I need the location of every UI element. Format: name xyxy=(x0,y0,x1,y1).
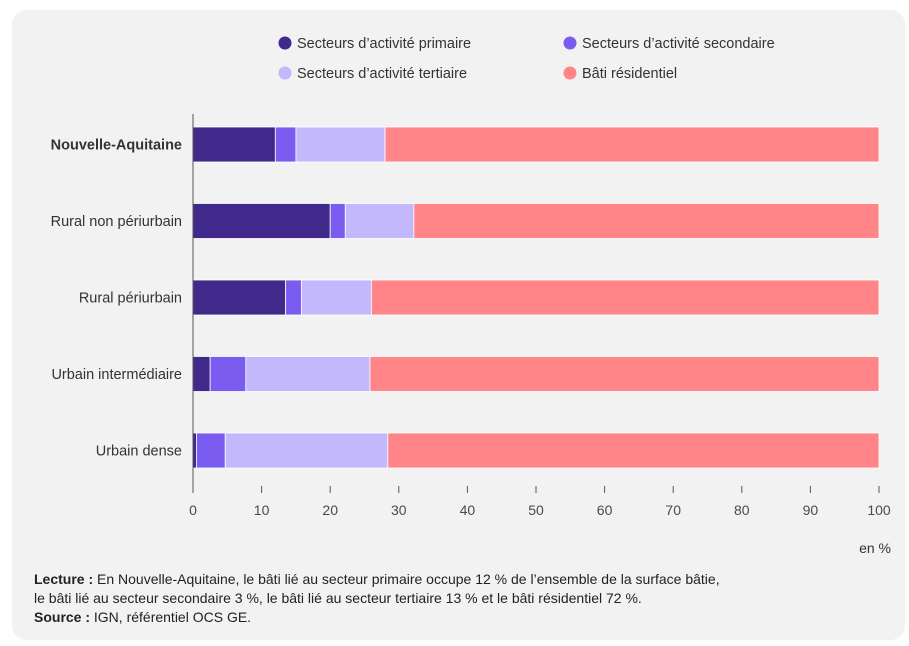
bar-rural-periurbain-series-4 xyxy=(370,279,880,316)
lecture-label: Lecture : xyxy=(34,571,94,587)
bar-rural-periurbain-series-2 xyxy=(285,279,302,316)
bar-urbain-dense-series-1 xyxy=(192,432,197,469)
lecture-line-1: Lecture : En Nouvelle-Aquitaine, le bâti… xyxy=(34,570,884,589)
bar-urbain-dense-series-3 xyxy=(224,432,389,469)
source-text: IGN, référentiel OCS GE. xyxy=(90,609,252,625)
lecture-line-2: le bâti lié au secteur secondaire 3 %, l… xyxy=(34,590,642,606)
tick-label-50: 50 xyxy=(528,502,544,518)
bars xyxy=(192,126,880,469)
source-label: Source : xyxy=(34,609,91,625)
bar-urbain-dense-series-2 xyxy=(196,432,226,469)
category-labels: Nouvelle-Aquitaine Rural non périurbain Ru… xyxy=(51,138,182,460)
tick-label-80: 80 xyxy=(734,502,750,518)
bar-rural-periurbain-series-1 xyxy=(192,279,287,316)
legend-label-4: Bâti résidentiel xyxy=(582,66,677,82)
legend-marker-2 xyxy=(563,36,577,50)
bar-urbain-intermediaire-series-2 xyxy=(209,356,247,392)
category-label-urbain-intermediaire: Urbain intermédiaire xyxy=(51,367,182,383)
legend-label-3: Secteurs d’activité tertiaire xyxy=(297,66,467,82)
bar-nouvelle-aquitaine-series-1 xyxy=(192,126,276,163)
chart-card xyxy=(12,10,905,640)
tick-label-20: 20 xyxy=(322,502,338,518)
tick-label-10: 10 xyxy=(254,502,270,518)
bar-urbain-intermediaire-series-4 xyxy=(369,356,880,392)
category-label-urbain-dense: Urbain dense xyxy=(96,444,182,460)
legend-marker-3 xyxy=(278,66,292,80)
bar-urbain-intermediaire-series-3 xyxy=(245,356,371,392)
tick-label-90: 90 xyxy=(803,502,819,518)
bar-nouvelle-aquitaine-series-4 xyxy=(384,126,880,163)
legend-marker-4 xyxy=(563,66,577,80)
bar-rural-non-periurbain-series-4 xyxy=(413,203,880,239)
bar-urbain-intermediaire-series-1 xyxy=(192,356,211,392)
bar-urbain-dense-series-4 xyxy=(387,432,880,469)
legend-label-1: Secteurs d’activité primaire xyxy=(297,36,471,52)
bar-rural-non-periurbain-series-2 xyxy=(329,203,346,239)
bar-rural-non-periurbain-series-3 xyxy=(344,203,415,239)
unit-label: en % xyxy=(859,540,891,556)
legend: Secteurs d’activité primaire Secteurs d’a… xyxy=(278,36,775,82)
lecture-text-1: En Nouvelle-Aquitaine, le bâti lié au se… xyxy=(93,571,720,587)
tick-label-100: 100 xyxy=(867,502,891,518)
legend-label-2: Secteurs d’activité secondaire xyxy=(582,36,775,52)
bar-rural-non-periurbain-series-1 xyxy=(192,203,331,239)
source-line: Source : IGN, référentiel OCS GE. xyxy=(34,608,884,627)
tick-label-70: 70 xyxy=(665,502,681,518)
bar-nouvelle-aquitaine-series-2 xyxy=(274,126,297,163)
bar-nouvelle-aquitaine-series-3 xyxy=(295,126,386,163)
category-label-nouvelle-aquitaine: Nouvelle-Aquitaine xyxy=(51,138,182,154)
category-label-rural-periurbain: Rural périurbain xyxy=(79,291,182,307)
chart-notes: Lecture : En Nouvelle-Aquitaine, le bâti… xyxy=(34,570,884,627)
tick-label-40: 40 xyxy=(460,502,476,518)
category-label-rural-non-periurbain: Rural non périurbain xyxy=(51,214,182,230)
tick-label-60: 60 xyxy=(597,502,613,518)
tick-label-0: 0 xyxy=(189,502,197,518)
x-axis-ticks: 0 10 20 30 40 50 60 70 80 90 100 xyxy=(189,486,891,518)
bar-rural-periurbain-series-3 xyxy=(300,279,372,316)
tick-label-30: 30 xyxy=(391,502,407,518)
legend-marker-1 xyxy=(278,36,292,50)
